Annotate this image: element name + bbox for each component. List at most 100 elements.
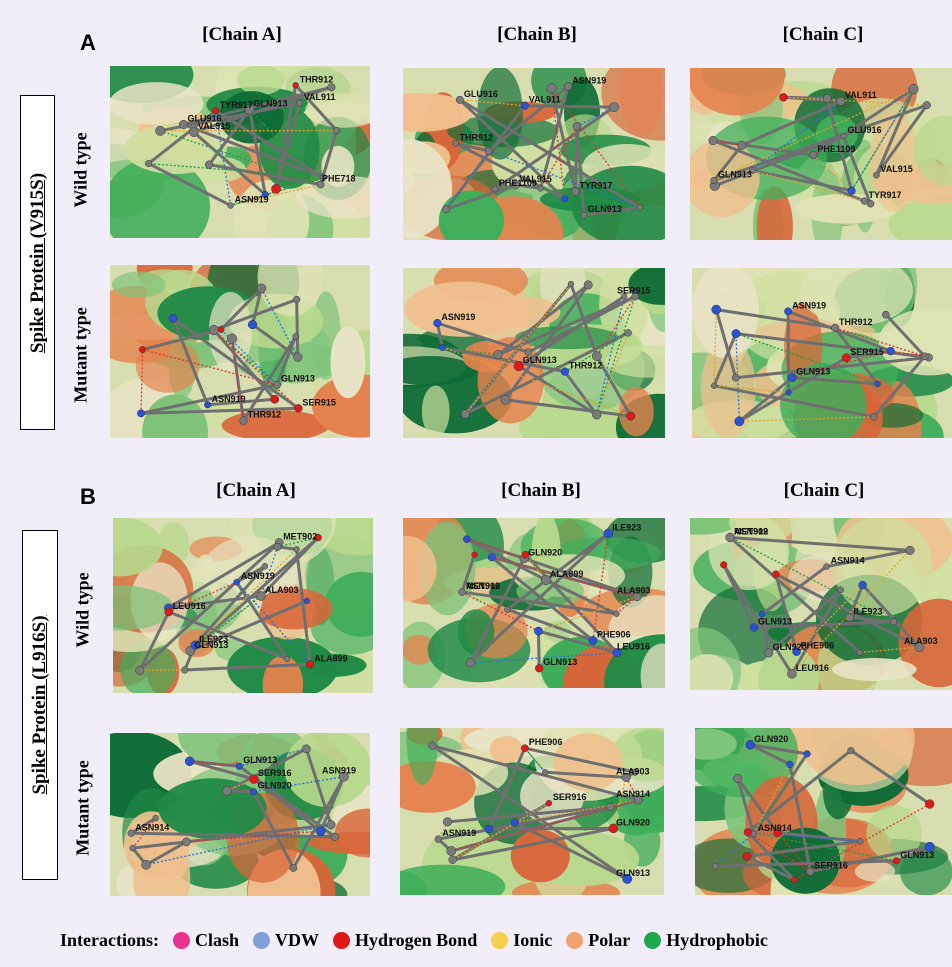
residue-label: VAL911 bbox=[304, 92, 336, 102]
panel-b-wild-type-label: Wild type bbox=[72, 572, 93, 648]
residue-label: ASN919 bbox=[441, 312, 475, 322]
panel-a-mutant-type-label: Mutant type bbox=[70, 307, 91, 403]
panel-b-wild-chain-c-image: ASN919 ASN914 GLN920 LEU916 GLN913 ILE923 ALA9… bbox=[690, 518, 952, 690]
panel-a-wild-chain-b-image: TYR917 GLN913 GLU916 THR912 ASN919 VAL915 VAL9… bbox=[403, 68, 665, 240]
residue-label: GLN913 bbox=[281, 374, 315, 384]
residue-label: ALA899 bbox=[314, 653, 348, 663]
residue-label: THR912 bbox=[248, 410, 282, 420]
residue-label: GLN913 bbox=[758, 617, 792, 627]
panel-letter-b: B bbox=[80, 484, 96, 509]
residue-label: ASN914 bbox=[831, 556, 865, 566]
residue-label: ALA903 bbox=[904, 636, 938, 646]
residue-label: GLN913 bbox=[616, 868, 650, 878]
residue-label: MET902 bbox=[283, 532, 317, 542]
residue-label: GLU916 bbox=[848, 125, 882, 135]
panel-b-mutant-chain-b-image: ALA903 PHE906 GLN920 SER916 GLN913 ASN914 ASN9… bbox=[400, 728, 664, 895]
residue-label: ASN914 bbox=[758, 823, 792, 833]
residue-label: PHE906 bbox=[801, 641, 835, 651]
residue-label: LEU916 bbox=[796, 663, 829, 673]
residue-label: GLN913 bbox=[796, 367, 830, 377]
residue-label: ASN919 bbox=[212, 394, 246, 404]
residue-label: SER915 bbox=[617, 286, 651, 296]
panel-a-wild-chain-a-image: VAL911 THR912 PHE718 GLN913 VAL915 GLU916 TYR9… bbox=[110, 66, 370, 238]
residue-label: VAL915 bbox=[519, 174, 551, 184]
residue-label: VAL915 bbox=[198, 121, 230, 131]
residue-label: SER915 bbox=[302, 397, 336, 407]
ionic-dot-icon bbox=[491, 931, 509, 949]
panel-a-mutant-chain-c-image: ASN919 SER915 GLN913 THR912 bbox=[692, 268, 952, 438]
panel-a-wild-chain-c-image: GLU916 TYR917 PHE1109 VAL915 GLN913 VAL911 bbox=[690, 68, 952, 240]
residue-label: GLN913 bbox=[523, 355, 557, 365]
residue-label: SER916 bbox=[258, 768, 292, 778]
panel-a-mutant-chain-a-image: THR912 GLN913 SER915 ASN919 bbox=[110, 265, 370, 438]
residue-label: GLN920 bbox=[754, 734, 788, 744]
residue-label: THR912 bbox=[569, 361, 603, 371]
residue-label: ASN919 bbox=[235, 195, 269, 205]
residue-label: ASN919 bbox=[322, 766, 356, 776]
panel-b-chain-b-title: [Chain B] bbox=[501, 480, 581, 501]
residue-label: VAL911 bbox=[529, 95, 561, 105]
vdw-dot-icon bbox=[253, 931, 270, 949]
legend-label-vdw: VDW bbox=[275, 929, 319, 950]
panel-a-chain-b-title: [Chain B] bbox=[497, 24, 577, 45]
residue-label: PHE906 bbox=[529, 737, 563, 747]
legend-item-vdw: VDW bbox=[253, 930, 319, 951]
residue-label: ASN919 bbox=[442, 828, 476, 838]
residue-label: TYR917 bbox=[869, 190, 902, 200]
panel-letter-a: A bbox=[80, 30, 96, 55]
residue-label: GLN913 bbox=[900, 850, 934, 860]
panel-b-chain-a-title: [Chain A] bbox=[216, 480, 296, 501]
legend-item-clash: Clash bbox=[172, 929, 239, 951]
residue-label: ASN919 bbox=[734, 527, 768, 537]
residue-label: ALA903 bbox=[617, 586, 651, 596]
residue-label: THR912 bbox=[300, 74, 334, 84]
panel-a-side-label: Spike Protein (V915S) bbox=[20, 95, 55, 430]
residue-label: THR912 bbox=[839, 317, 873, 327]
panel-b-side-label: Spike Protein (L916S) bbox=[22, 530, 58, 880]
residue-label: GLU916 bbox=[464, 89, 498, 99]
legend-label-ionic: Ionic bbox=[513, 929, 553, 950]
residue-label: ILE923 bbox=[854, 607, 883, 617]
residue-label: GLN913 bbox=[254, 99, 288, 109]
residue-label: ASN914 bbox=[135, 822, 169, 832]
residue-label: VAL915 bbox=[880, 164, 912, 174]
legend-label-hydrophobic: Hydrophobic bbox=[666, 929, 768, 950]
residue-label: SER916 bbox=[553, 792, 587, 802]
interactions-legend: Interactions: Clash VDW Hydrogen Bond Io… bbox=[60, 928, 782, 952]
legend-title: Interactions: bbox=[60, 929, 159, 950]
residue-label: PHE1109 bbox=[817, 144, 855, 154]
residue-label: TYR917 bbox=[579, 181, 612, 191]
panel-a-mutant-chain-b-image: GLN913 THR912 ASN919 SER915 bbox=[403, 268, 665, 438]
legend-label-clash: Clash bbox=[194, 929, 239, 950]
residue-label: ALA899 bbox=[550, 569, 584, 579]
residue-label: ASN919 bbox=[792, 300, 826, 310]
legend-item-hydrogen-bond: Hydrogen Bond bbox=[333, 930, 477, 951]
panel-b-wild-chain-b-image: MET902 ALA899 ALA903 PHE906 ILE923 GLN920 LEU9… bbox=[403, 518, 665, 688]
polar-dot-icon bbox=[566, 931, 584, 949]
residue-label: PHE1109 bbox=[499, 178, 537, 188]
residue-label: GLN920 bbox=[773, 642, 807, 652]
residue-label: MET902 bbox=[466, 581, 500, 591]
residue-label: MET902 bbox=[734, 527, 768, 537]
panel-b-mutant-chain-a-image: ASN914 GLN913 SER916 ASN919 GLN920 bbox=[110, 733, 370, 896]
residue-label: ILE923 bbox=[199, 634, 228, 644]
residue-label: GLU916 bbox=[188, 114, 222, 124]
residue-label: PHE718 bbox=[322, 174, 356, 184]
residue-label: SER916 bbox=[814, 861, 848, 871]
panel-b-wild-chain-a-image: GLN913 ALA903 MET902 LEU916 ASN919 ILE923 ALA8… bbox=[113, 518, 373, 693]
residue-label: ASN919 bbox=[466, 581, 500, 591]
hydrogen-bond-dot-icon bbox=[333, 931, 350, 949]
residue-label: GLN913 bbox=[718, 170, 752, 180]
panel-a-wild-type-label: Wild type bbox=[70, 132, 91, 208]
legend-label-hydrogen-bond: Hydrogen Bond bbox=[355, 929, 478, 950]
legend-item-ionic: Ionic bbox=[491, 930, 552, 951]
panel-b-chain-c-title: [Chain C] bbox=[783, 480, 865, 501]
residue-label: GLN913 bbox=[543, 657, 577, 667]
residue-label: LEU916 bbox=[617, 642, 650, 652]
residue-label: GLN913 bbox=[194, 640, 228, 650]
residue-label: ILE923 bbox=[612, 522, 641, 532]
residue-label: SER915 bbox=[850, 347, 884, 357]
residue-label: GLN913 bbox=[243, 755, 277, 765]
residue-label: VAL911 bbox=[845, 90, 877, 100]
residue-label: GLN913 bbox=[588, 204, 622, 214]
